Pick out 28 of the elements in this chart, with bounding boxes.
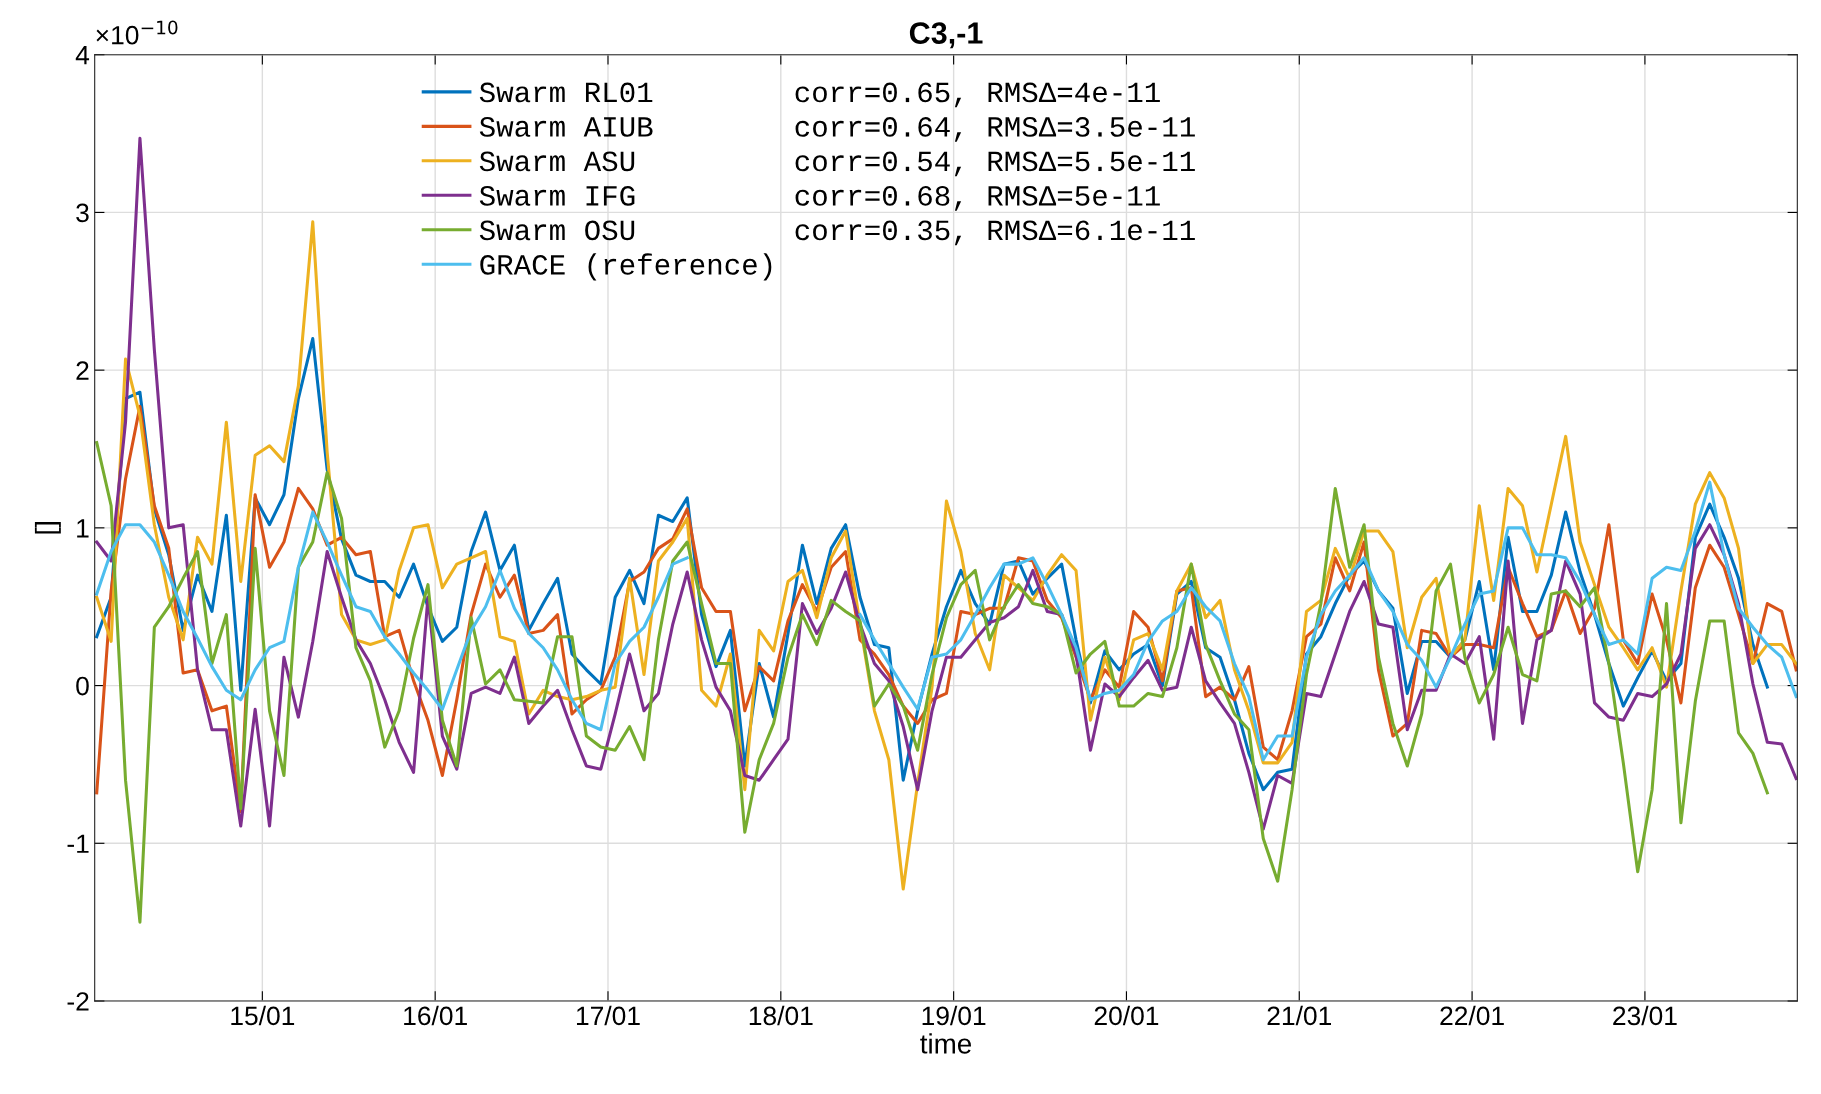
- y-axis-title: []: [34, 522, 61, 534]
- y-tick-label: 4: [75, 46, 90, 65]
- y-tick-label: -2: [67, 992, 89, 1011]
- x-tick-label: 17/01: [576, 1005, 640, 1026]
- x-tick-label: 18/01: [749, 1005, 813, 1026]
- x-tick-label: 23/01: [1613, 1005, 1677, 1026]
- x-tick-label: 19/01: [922, 1005, 986, 1026]
- legend-label: GRACE (reference): [480, 253, 772, 281]
- x-tick-label: 16/01: [404, 1005, 467, 1026]
- legend-label: Swarm AIUB corr=0.64, RMSΔ=3.5e-11: [479, 117, 1195, 142]
- legend-label: Swarm ASU corr=0.54, RMSΔ=5.5e-11: [479, 151, 1195, 177]
- legend-label: Swarm OSU corr=0.35, RMSΔ=6.1e-11: [479, 220, 1195, 246]
- y-tick-label: -1: [67, 834, 89, 853]
- legend-label: Swarm RL01 corr=0.65, RMSΔ=4e-11: [479, 82, 1160, 108]
- text: ×10$^{−10}$: [96, 20, 178, 45]
- y-tick-label: 3: [76, 203, 89, 223]
- line-series: [95, 220, 1798, 891]
- x-tick-label: 15/01: [231, 1005, 295, 1026]
- x-axis-title: time: [920, 1033, 972, 1054]
- x-tick-label: 22/01: [1440, 1005, 1504, 1026]
- y-tick-label: 2: [76, 361, 89, 380]
- line-series: [95, 441, 1769, 924]
- y-tick-label: 1: [77, 519, 89, 538]
- legend-label: Swarm IFG corr=0.68, RMSΔ=5e-11: [479, 186, 1160, 211]
- chart-title: C3,-1: [909, 22, 983, 49]
- x-tick-label: 20/01: [1094, 1005, 1159, 1026]
- x-tick-label: 21/01: [1267, 1005, 1331, 1026]
- y-tick-label: 0: [76, 676, 89, 696]
